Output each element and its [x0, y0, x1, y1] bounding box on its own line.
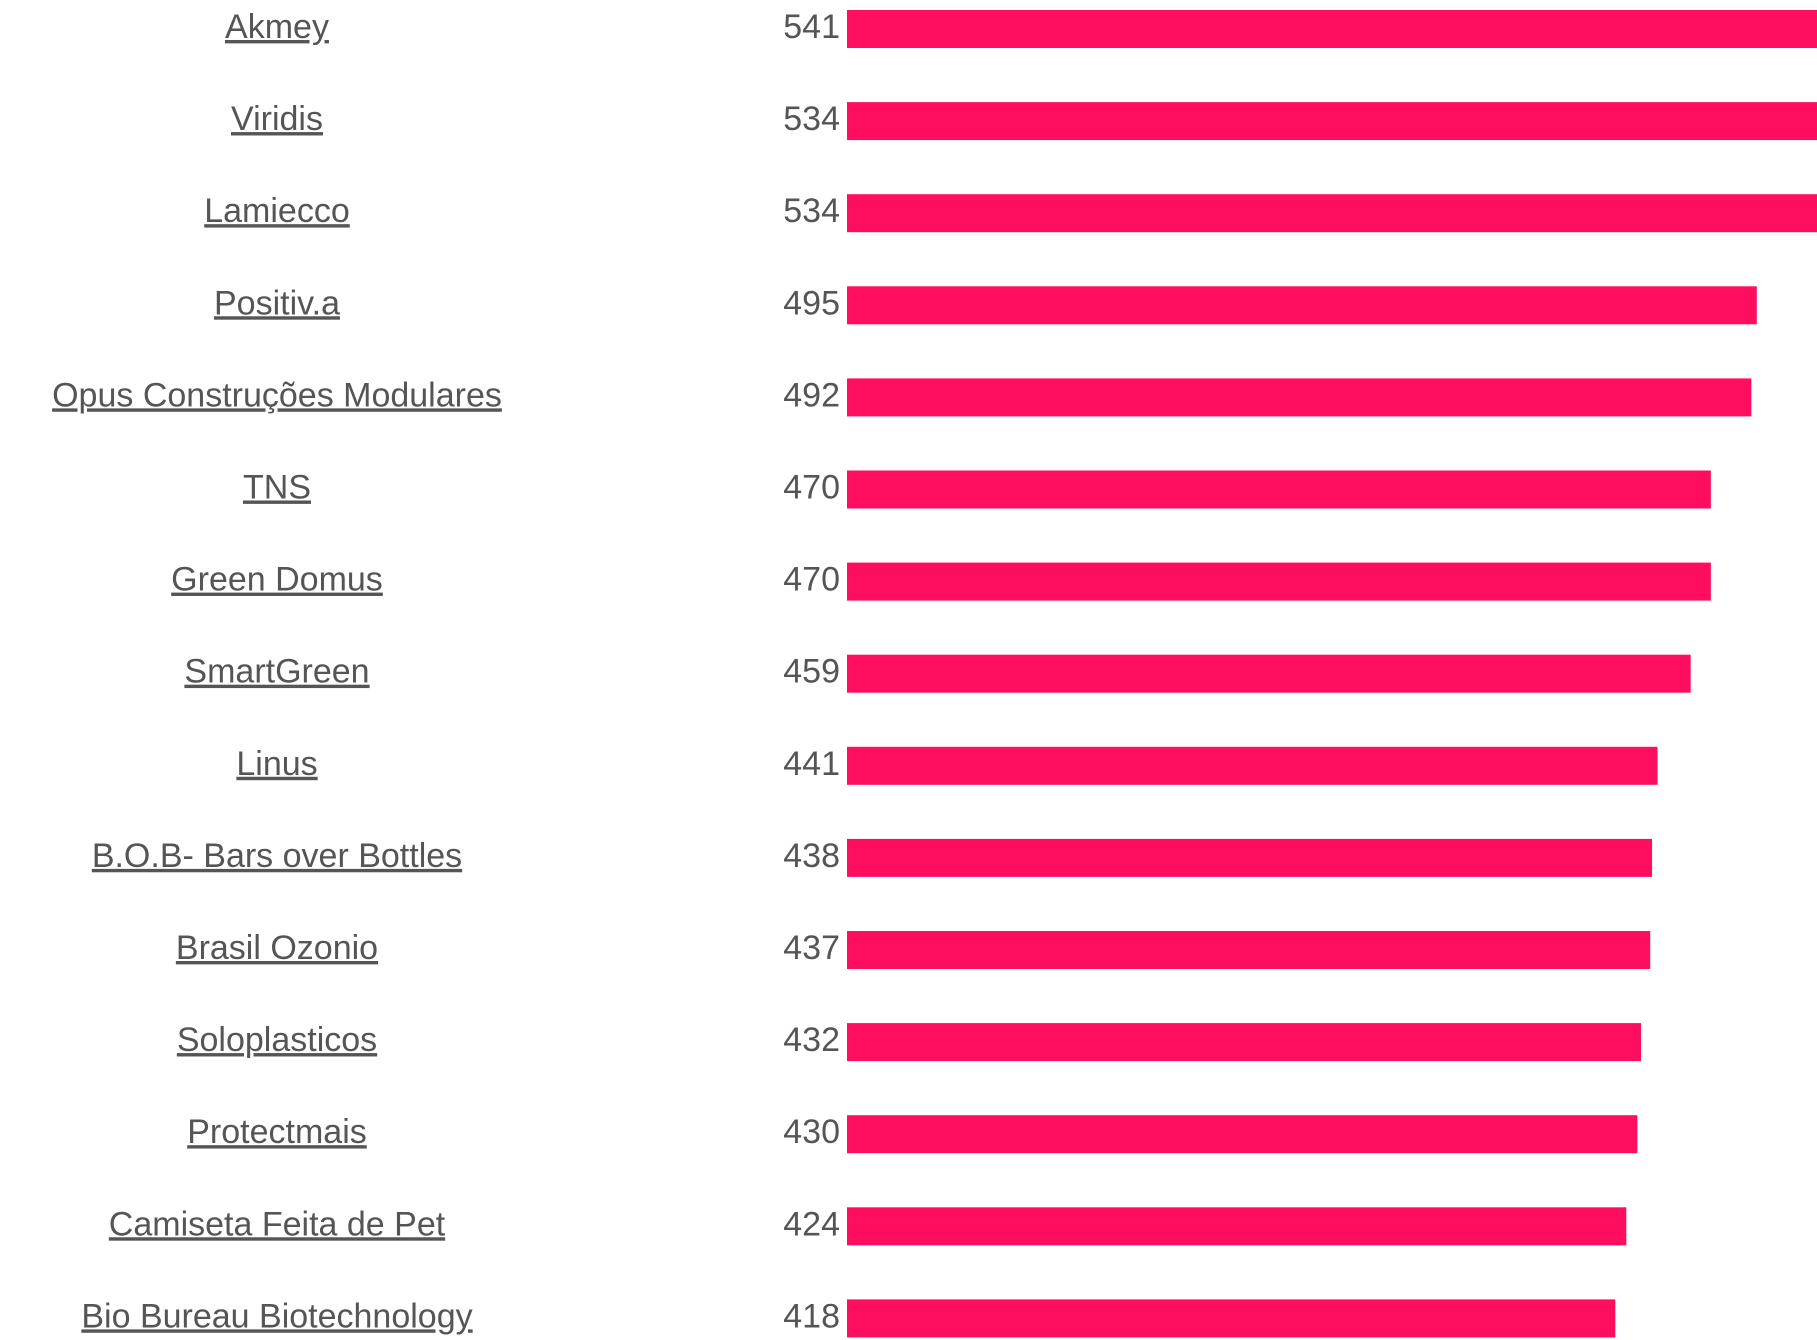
- bar: [847, 1299, 1616, 1338]
- value-label: 441: [783, 745, 840, 783]
- bar: [847, 931, 1651, 969]
- value-label: 437: [783, 929, 840, 967]
- bar: [847, 838, 1653, 877]
- bar: [847, 194, 1817, 233]
- category-link[interactable]: Soloplasticos: [177, 1021, 377, 1059]
- value-label: 534: [783, 192, 840, 230]
- category-link[interactable]: Opus Construções Modulares: [52, 376, 502, 414]
- value-label: 430: [783, 1113, 840, 1151]
- value-label: 424: [783, 1205, 840, 1243]
- value-label: 541: [783, 8, 840, 46]
- bar: [847, 102, 1817, 141]
- bar: [847, 286, 1757, 325]
- category-link[interactable]: TNS: [243, 468, 311, 506]
- bar: [847, 378, 1752, 417]
- category-link[interactable]: Lamiecco: [204, 192, 350, 230]
- bar: [847, 1023, 1642, 1062]
- bar: [847, 1115, 1638, 1154]
- value-label: 470: [783, 468, 840, 506]
- category-link[interactable]: Camiseta Feita de Pet: [109, 1205, 446, 1243]
- value-label: 432: [783, 1021, 840, 1059]
- value-label: 534: [783, 100, 840, 138]
- bar: [847, 654, 1691, 693]
- value-label: 492: [783, 376, 840, 414]
- category-link[interactable]: Akmey: [225, 8, 329, 46]
- value-label: 418: [783, 1297, 840, 1335]
- bar: [847, 562, 1711, 601]
- bar: [847, 470, 1711, 509]
- category-link[interactable]: SmartGreen: [184, 653, 369, 691]
- value-label: 459: [783, 653, 840, 691]
- bar: [847, 1207, 1627, 1246]
- value-label: 438: [783, 837, 840, 875]
- category-link[interactable]: Green Domus: [171, 561, 383, 599]
- category-link[interactable]: Viridis: [231, 100, 323, 138]
- value-label: 495: [783, 284, 840, 322]
- category-link[interactable]: Bio Bureau Biotechnology: [81, 1297, 472, 1335]
- bar: [847, 746, 1658, 785]
- value-label: 470: [783, 561, 840, 599]
- category-link[interactable]: Linus: [236, 745, 317, 783]
- category-link[interactable]: Brasil Ozonio: [176, 929, 378, 967]
- category-link[interactable]: B.O.B- Bars over Bottles: [92, 837, 462, 875]
- category-link[interactable]: Protectmais: [187, 1113, 367, 1151]
- category-link[interactable]: Positiv.a: [214, 284, 340, 322]
- bar: [847, 10, 1817, 48]
